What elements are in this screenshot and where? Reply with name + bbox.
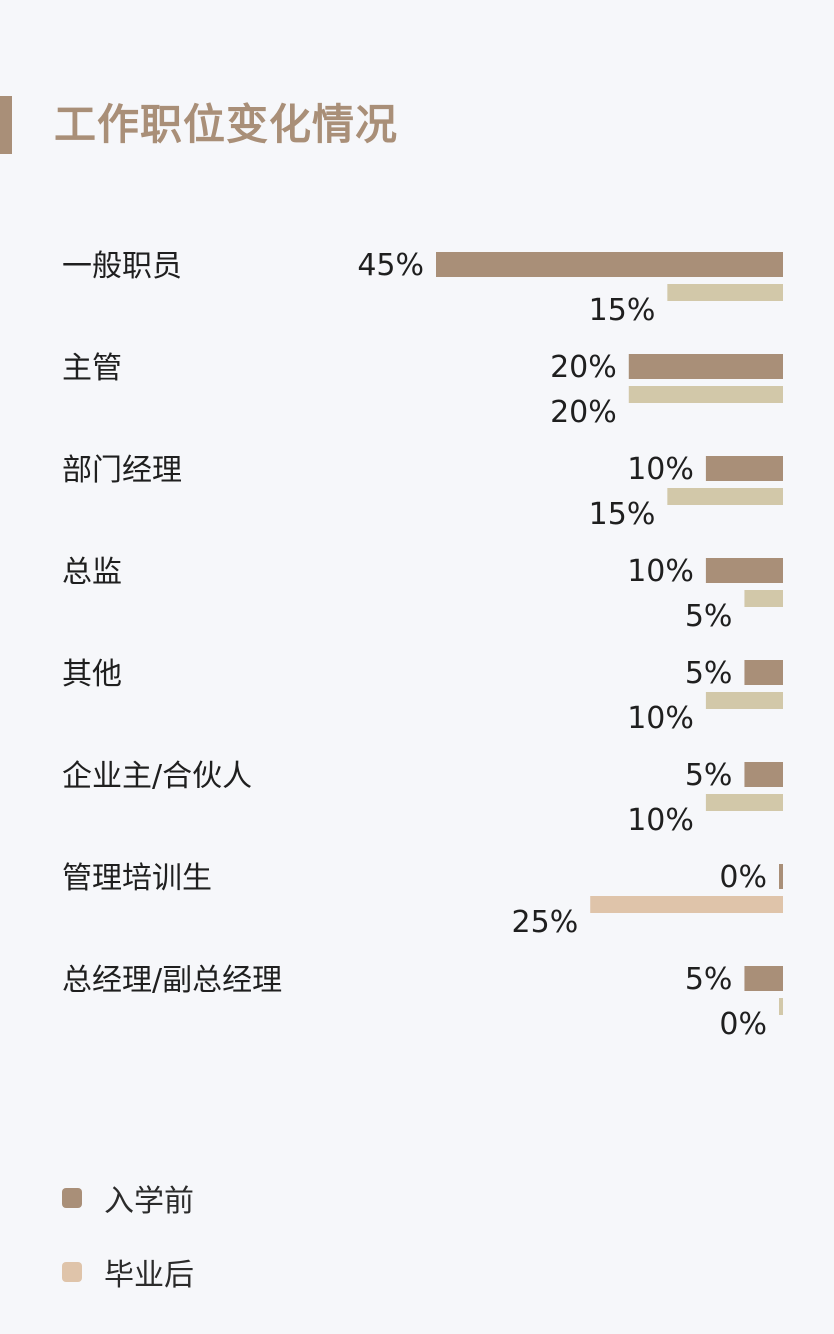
- legend-swatch-after: [62, 1262, 82, 1282]
- title-accent-bar: [0, 96, 12, 154]
- bar-after: [744, 590, 783, 607]
- bar-after: [628, 386, 783, 403]
- legend-swatch-before: [62, 1188, 82, 1208]
- value-label-before: 20%: [550, 350, 617, 385]
- value-label-after: 10%: [627, 701, 694, 736]
- category-label: 管理培训生: [62, 861, 212, 896]
- category-label: 总经理/副总经理: [62, 963, 282, 998]
- bar-after: [667, 284, 783, 301]
- legend-item-before: 入学前: [62, 1176, 194, 1220]
- bar-before: [705, 456, 783, 481]
- value-label-before: 5%: [685, 962, 733, 997]
- bar-after: [705, 794, 783, 811]
- page-title: 工作职位变化情况: [54, 100, 399, 149]
- category-label: 企业主/合伙人: [62, 759, 252, 794]
- bar-after: [667, 488, 783, 505]
- bar-before: [744, 966, 783, 991]
- value-label-before: 10%: [627, 554, 694, 589]
- value-label-after: 25%: [512, 905, 579, 940]
- category-label: 一般职员: [62, 249, 182, 284]
- value-label-after: 5%: [685, 599, 733, 634]
- bar-before: [744, 660, 783, 685]
- value-label-before: 5%: [685, 758, 733, 793]
- bar-after: [705, 692, 783, 709]
- category-label: 部门经理: [62, 453, 182, 488]
- legend-label-after: 毕业后: [104, 1258, 194, 1293]
- bar-before: [436, 252, 783, 277]
- value-label-after: 10%: [627, 803, 694, 838]
- bar-after: [779, 998, 783, 1015]
- value-label-before: 5%: [685, 656, 733, 691]
- value-label-after: 15%: [589, 497, 656, 532]
- value-label-before: 0%: [719, 860, 767, 895]
- legend-item-after: 毕业后: [62, 1250, 194, 1294]
- bar-before: [779, 864, 783, 889]
- category-label: 其他: [62, 657, 122, 692]
- bar-before: [705, 558, 783, 583]
- bar-after: [590, 896, 783, 913]
- category-label: 总监: [62, 555, 122, 590]
- value-label-before: 10%: [627, 452, 694, 487]
- value-label-after: 0%: [719, 1007, 767, 1042]
- category-label: 主管: [62, 351, 122, 386]
- value-label-after: 15%: [589, 293, 656, 328]
- bar-before: [628, 354, 783, 379]
- legend-label-before: 入学前: [104, 1184, 194, 1219]
- value-label-after: 20%: [550, 395, 617, 430]
- value-label-before: 45%: [357, 248, 424, 283]
- bar-before: [744, 762, 783, 787]
- bar-chart: 一般职员 45% 15% 主管 20% 20% 部门经理 10% 15% 总监 10% 5% 其他 5% 1…: [62, 248, 783, 1042]
